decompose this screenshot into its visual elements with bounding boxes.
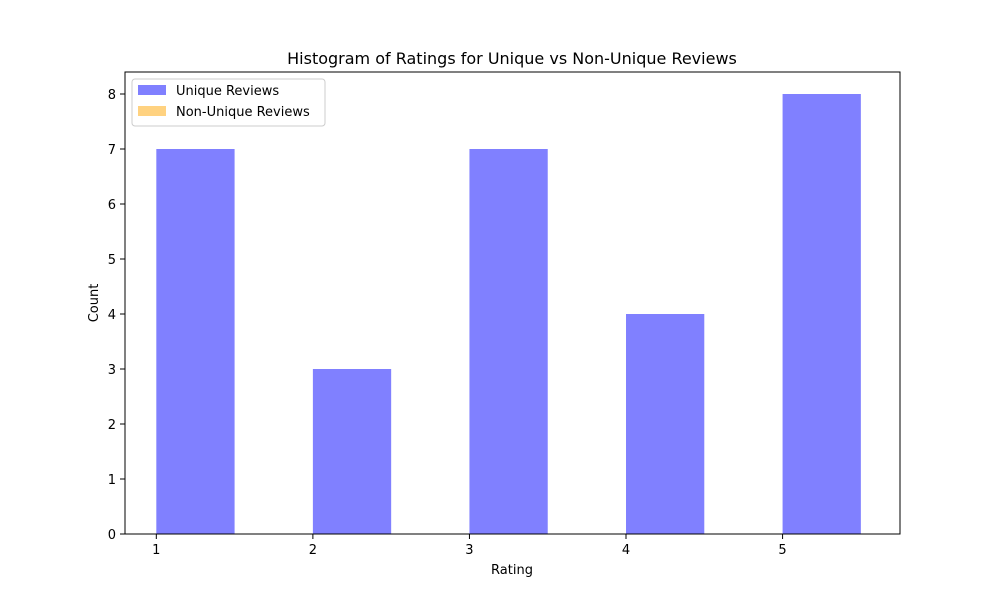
x-tick-label-3: 3: [465, 543, 473, 558]
legend-label-unique: Unique Reviews: [176, 84, 279, 99]
bars-layer: [156, 94, 861, 534]
legend-box: [131, 78, 326, 127]
y-tick-label-7: 7: [108, 143, 116, 158]
x-axis-label: Rating: [491, 563, 533, 578]
y-tick-label-8: 8: [108, 88, 116, 103]
x-tick-label-5: 5: [778, 543, 786, 558]
y-tick-label-3: 3: [108, 363, 116, 378]
y-tick-label-1: 1: [108, 473, 116, 488]
bar-series-0-rating-1: [156, 149, 235, 534]
x-tick-label-2: 2: [309, 543, 317, 558]
x-tick-label-4: 4: [622, 543, 630, 558]
bar-series-0-rating-5: [782, 94, 861, 534]
x-tick-label-1: 1: [152, 543, 160, 558]
bar-series-0-rating-3: [469, 149, 548, 534]
plot-area-frame: [124, 71, 901, 535]
y-tick-label-0: 0: [108, 528, 116, 543]
legend-swatch-non-unique: [138, 106, 166, 116]
y-tick-label-6: 6: [108, 198, 116, 213]
legend-label-non-unique: Non-Unique Reviews: [176, 105, 310, 120]
x-axis: 1 2 3 4 5: [152, 534, 787, 558]
legend: Unique Reviews Non-Unique Reviews: [131, 78, 326, 127]
y-axis: 0 1 2 3 4 5 6 7 8: [108, 88, 125, 543]
y-tick-label-5: 5: [108, 253, 116, 268]
y-axis-label: Count: [87, 284, 102, 323]
legend-swatch-unique: [138, 85, 166, 95]
y-tick-label-2: 2: [108, 418, 116, 433]
bar-series-0-rating-4: [626, 314, 705, 534]
y-tick-label-4: 4: [108, 308, 116, 323]
bar-series-0-rating-2: [312, 369, 392, 534]
chart-title: Histogram of Ratings for Unique vs Non-U…: [287, 49, 737, 68]
